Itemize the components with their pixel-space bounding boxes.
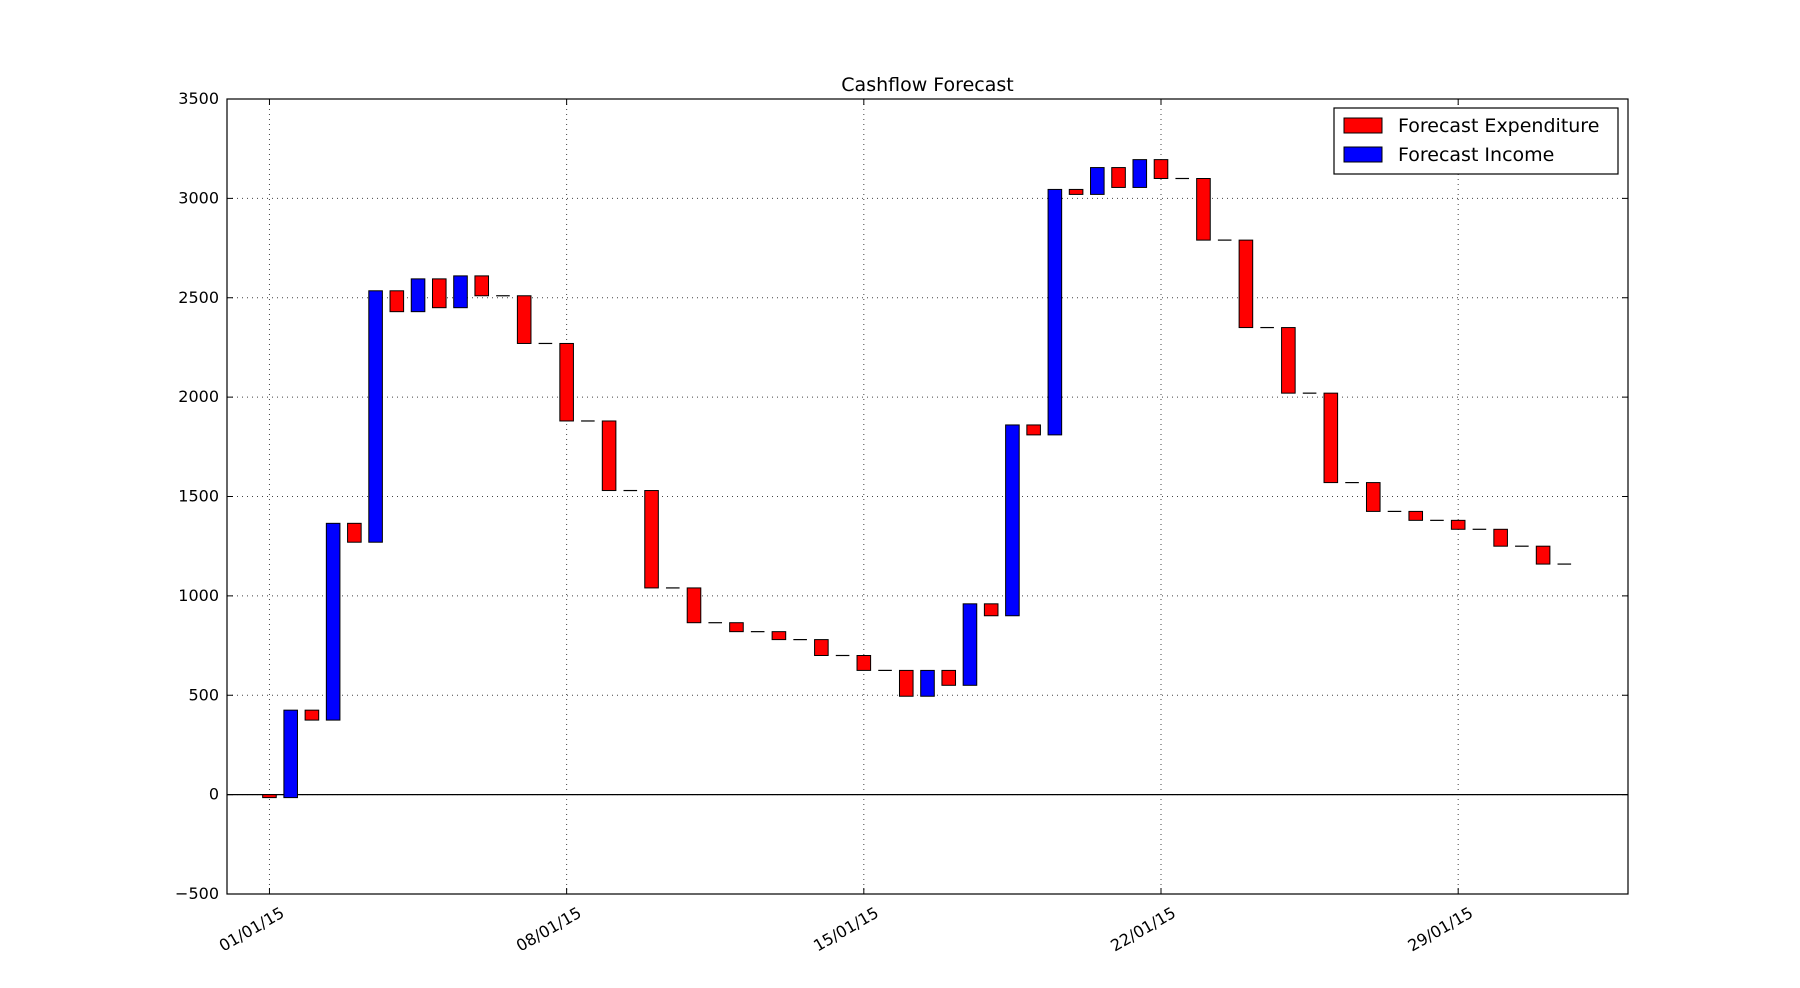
y-tick-label: −500 [175, 884, 219, 903]
expenditure-bar [304, 709, 320, 721]
expenditure-bar [771, 631, 787, 641]
income-bar [1047, 188, 1063, 436]
income-bar [920, 669, 935, 697]
y-tick-label: 0 [209, 785, 219, 804]
income-bar [1005, 424, 1020, 617]
y-tick-label: 3000 [178, 188, 219, 207]
expenditure-bar [474, 275, 490, 297]
income-bar [410, 278, 426, 313]
expenditure-bar [431, 278, 447, 309]
y-tick-label: 2500 [178, 288, 219, 307]
income-bar [1090, 167, 1105, 195]
expenditure-bar [559, 342, 574, 422]
expenditure-bar [1493, 528, 1508, 547]
legend-swatch [1343, 117, 1383, 134]
legend-label: Forecast Income [1398, 144, 1554, 166]
y-tick-label: 1500 [178, 487, 219, 506]
y-tick-label: 3500 [178, 89, 219, 108]
y-tick-label: 1000 [178, 586, 219, 605]
expenditure-bar [729, 622, 744, 633]
expenditure-bar [856, 655, 872, 671]
expenditure-bar [1196, 178, 1211, 241]
expenditure-bar [1026, 424, 1041, 436]
expenditure-bar [1153, 159, 1169, 179]
expenditure-bar [898, 669, 914, 697]
income-bar [325, 522, 341, 721]
y-tick-label: 500 [188, 685, 219, 704]
income-bar [283, 709, 298, 799]
y-tick-labels: −500 0 500 1000 1500 2000 2500 3000 3500 [175, 89, 219, 903]
connector-layer [496, 177, 1572, 672]
expenditure-bar [601, 420, 617, 492]
chart-title: Cashflow Forecast [841, 74, 1013, 96]
legend-label: Forecast Expenditure [1398, 115, 1599, 137]
expenditure-bar [347, 522, 362, 543]
expenditure-bar [644, 490, 659, 589]
y-tick-label: 2000 [178, 387, 219, 406]
expenditure-bar [1281, 327, 1296, 394]
expenditure-bar [1323, 392, 1339, 484]
expenditure-bar [1450, 519, 1466, 530]
axis-ticks [227, 98, 1628, 895]
expenditure-bar [686, 587, 702, 624]
income-bar [962, 603, 978, 686]
expenditure-bar [1111, 167, 1126, 188]
expenditure-bar [389, 290, 405, 313]
bars-layer [262, 159, 1551, 799]
income-bar [1132, 159, 1148, 188]
income-bar [368, 290, 383, 543]
expenditure-bar [262, 794, 277, 799]
expenditure-bar [941, 669, 957, 686]
legend: Forecast Expenditure Forecast Income [1333, 107, 1619, 175]
expenditure-bar [1365, 482, 1381, 512]
expenditure-bar [1068, 188, 1084, 195]
expenditure-bar [1408, 510, 1424, 521]
expenditure-bar [1238, 239, 1254, 329]
expenditure-bar [516, 295, 532, 344]
expenditure-bar [1535, 545, 1551, 565]
income-bar [453, 275, 468, 309]
expenditure-bar [814, 639, 829, 656]
expenditure-bar [983, 603, 999, 617]
legend-swatch [1343, 146, 1383, 163]
